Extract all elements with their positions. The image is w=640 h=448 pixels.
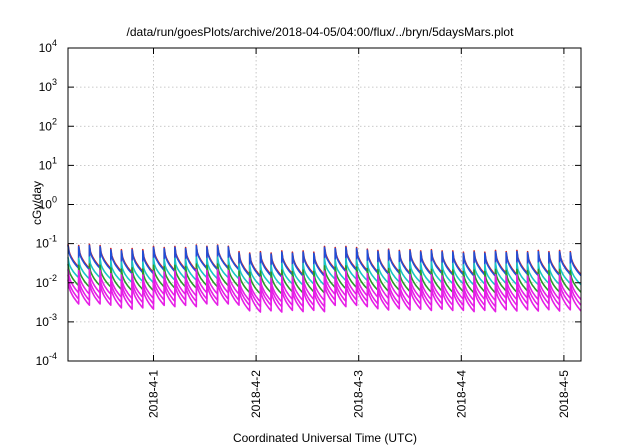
x-tick-label: 2018-4-5	[557, 370, 571, 418]
y-tick-label: 102	[39, 116, 57, 133]
y-tick-label: 103	[39, 77, 57, 94]
series-line	[67, 278, 582, 313]
y-tick-label: 101	[39, 155, 57, 172]
y-tick-label: 10-1	[36, 234, 57, 251]
y-tick-label: 10-3	[36, 312, 57, 329]
y-axis-label: cGy/day	[30, 181, 44, 225]
chart-title: /data/run/goesPlots/archive/2018-04-05/0…	[127, 25, 515, 39]
x-tick-label: 2018-4-2	[249, 370, 263, 418]
grid	[68, 48, 581, 361]
y-tick-label: 104	[39, 38, 57, 55]
series-layer	[67, 243, 582, 313]
x-tick-label: 2018-4-1	[147, 370, 161, 418]
x-tick-label: 2018-4-4	[454, 370, 468, 418]
x-tick-label: 2018-4-3	[352, 370, 366, 418]
x-axis-label: Coordinated Universal Time (UTC)	[233, 431, 417, 445]
y-tick-label: 10-4	[36, 351, 57, 368]
x-tick-labels: 2018-4-1 2018-4-2 2018-4-3 2018-4-4 2018-4-5	[147, 370, 571, 418]
y-tick-label: 10-2	[36, 273, 57, 290]
ticks	[68, 47, 581, 362]
